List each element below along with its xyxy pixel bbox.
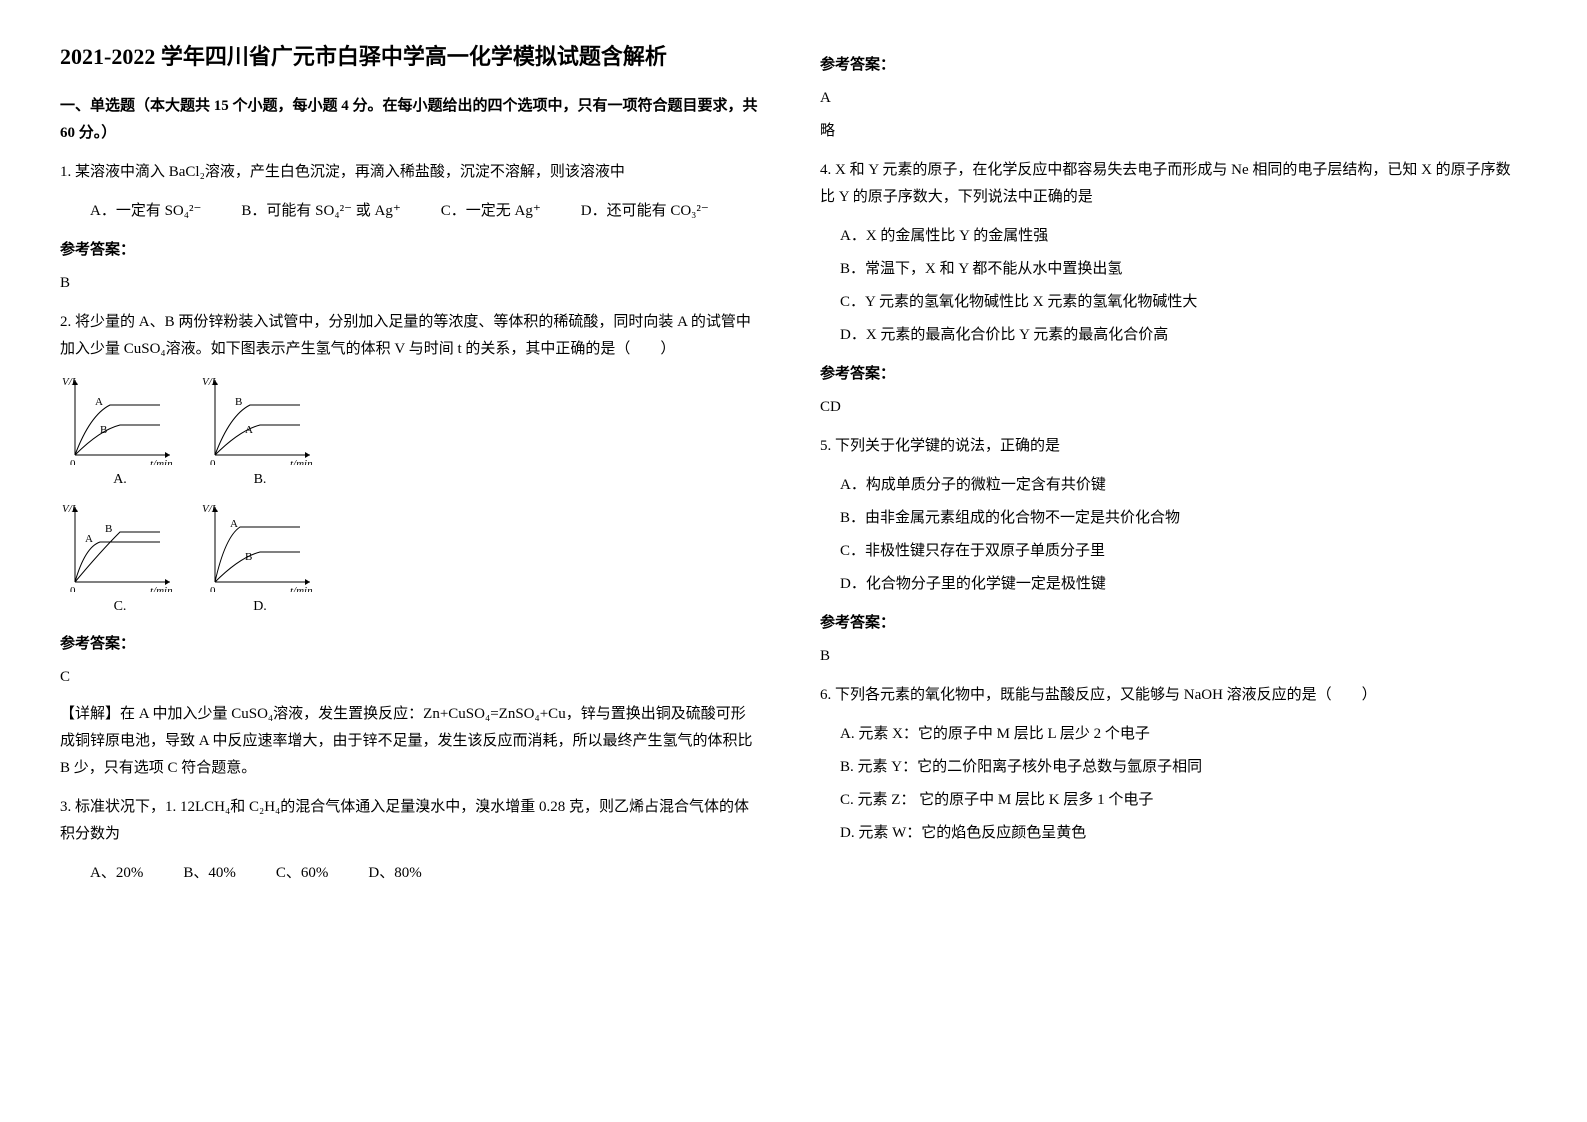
q1-option-d: D．还可能有 CO₃²⁻ [581, 198, 709, 225]
q6-option-b: B. 元素 Y：它的二价阳离子核外电子总数与氩原子相同 [840, 754, 1520, 781]
graph-b: V/L t/min 0 B A B. [200, 375, 320, 492]
svg-text:A: A [85, 533, 93, 545]
svg-text:t/min: t/min [290, 585, 313, 592]
svg-text:A: A [230, 518, 238, 530]
q2-explanation: 【详解】在 A 中加入少量 CuSO₄溶液，发生置换反应：Zn+CuSO₄=Zn… [60, 701, 760, 782]
svg-text:t/min: t/min [150, 458, 173, 465]
q6-option-a: A. 元素 X：它的原子中 M 层比 L 层少 2 个电子 [840, 721, 1520, 748]
q6-option-d: D. 元素 W：它的焰色反应颜色呈黄色 [840, 820, 1520, 847]
graph-c-svg: V/L t/min 0 A B [60, 502, 180, 592]
svg-text:V/L: V/L [202, 376, 218, 388]
q5-option-c: C．非极性键只存在于双原子单质分子里 [840, 538, 1520, 565]
svg-text:0: 0 [210, 585, 216, 592]
q1-options: A．一定有 SO₄²⁻ B．可能有 SO₄²⁻ 或 Ag⁺ C．一定无 Ag⁺ … [90, 198, 760, 225]
svg-text:A: A [95, 396, 103, 408]
svg-text:V/L: V/L [202, 503, 218, 515]
q4-option-c: C．Y 元素的氢氧化物碱性比 X 元素的氢氧化物碱性大 [840, 289, 1520, 316]
q4-option-a: A．X 的金属性比 Y 的金属性强 [840, 223, 1520, 250]
q1-option-b: B．可能有 SO₄²⁻ 或 Ag⁺ [241, 198, 400, 225]
graph-d-label: D. [253, 594, 267, 619]
graph-c-label: C. [114, 594, 127, 619]
q5-option-b: B．由非金属元素组成的化合物不一定是共价化合物 [840, 505, 1520, 532]
q5-answer: B [820, 643, 1520, 670]
q1-option-a: A．一定有 SO₄²⁻ [90, 198, 201, 225]
q1-option-c: C．一定无 Ag⁺ [441, 198, 541, 225]
graph-d: V/L t/min 0 A B D. [200, 502, 320, 619]
graph-a-label: A. [113, 467, 127, 492]
svg-text:B: B [245, 551, 252, 563]
left-column: 2021-2022 学年四川省广元市白驿中学高一化学模拟试题含解析 一、单选题（… [60, 40, 760, 897]
graph-c: V/L t/min 0 A B C. [60, 502, 180, 619]
q3-option-d: D、80% [368, 860, 421, 887]
svg-text:B: B [235, 396, 242, 408]
q4-option-b: B．常温下，X 和 Y 都不能从水中置换出氢 [840, 256, 1520, 283]
q1-answer: B [60, 270, 760, 297]
question-3: 3. 标准状况下，1. 12LCH₄和 C₂H₄的混合气体通入足量溴水中，溴水增… [60, 794, 760, 848]
q2-graphs-ab: V/L t/min 0 A B A. V/L t/min [60, 375, 760, 492]
svg-text:B: B [100, 424, 107, 436]
right-column: 参考答案： A 略 4. X 和 Y 元素的原子，在化学反应中都容易失去电子而形… [820, 40, 1520, 897]
q3-answer: A [820, 85, 1520, 112]
question-6: 6. 下列各元素的氧化物中，既能与盐酸反应，又能够与 NaOH 溶液反应的是（ … [820, 682, 1520, 709]
svg-text:A: A [245, 424, 253, 436]
q2-answer: C [60, 664, 760, 691]
q2-graphs-cd: V/L t/min 0 A B C. V/L t/min [60, 502, 760, 619]
svg-text:0: 0 [210, 458, 216, 465]
graph-a: V/L t/min 0 A B A. [60, 375, 180, 492]
q5-option-d: D．化合物分子里的化学键一定是极性键 [840, 571, 1520, 598]
q4-answer-header: 参考答案： [820, 361, 1520, 388]
q3-note: 略 [820, 118, 1520, 145]
section-header: 一、单选题（本大题共 15 个小题，每小题 4 分。在每小题给出的四个选项中，只… [60, 93, 760, 147]
svg-text:0: 0 [70, 458, 76, 465]
graph-b-label: B. [254, 467, 267, 492]
graph-a-svg: V/L t/min 0 A B [60, 375, 180, 465]
svg-text:t/min: t/min [290, 458, 313, 465]
svg-text:V/L: V/L [62, 376, 78, 388]
q2-answer-header: 参考答案： [60, 631, 760, 658]
q3-option-a: A、20% [90, 860, 143, 887]
document-title: 2021-2022 学年四川省广元市白驿中学高一化学模拟试题含解析 [60, 40, 760, 73]
svg-text:0: 0 [70, 585, 76, 592]
q1-answer-header: 参考答案： [60, 237, 760, 264]
q5-answer-header: 参考答案： [820, 610, 1520, 637]
question-1: 1. 某溶液中滴入 BaCl₂溶液，产生白色沉淀，再滴入稀盐酸，沉淀不溶解，则该… [60, 159, 760, 186]
q3-options: A、20% B、40% C、60% D、80% [90, 860, 760, 887]
q3-answer-header: 参考答案： [820, 52, 1520, 79]
graph-b-svg: V/L t/min 0 B A [200, 375, 320, 465]
question-4: 4. X 和 Y 元素的原子，在化学反应中都容易失去电子而形成与 Ne 相同的电… [820, 157, 1520, 211]
svg-text:t/min: t/min [150, 585, 173, 592]
question-2: 2. 将少量的 A、B 两份锌粉装入试管中，分别加入足量的等浓度、等体积的稀硫酸… [60, 309, 760, 363]
q4-option-d: D．X 元素的最高化合价比 Y 元素的最高化合价高 [840, 322, 1520, 349]
q3-option-b: B、40% [183, 860, 236, 887]
question-5: 5. 下列关于化学键的说法，正确的是 [820, 433, 1520, 460]
q3-option-c: C、60% [276, 860, 329, 887]
svg-text:V/L: V/L [62, 503, 78, 515]
q6-option-c: C. 元素 Z： 它的原子中 M 层比 K 层多 1 个电子 [840, 787, 1520, 814]
q4-answer: CD [820, 394, 1520, 421]
svg-text:B: B [105, 523, 112, 535]
q5-option-a: A．构成单质分子的微粒一定含有共价键 [840, 472, 1520, 499]
graph-d-svg: V/L t/min 0 A B [200, 502, 320, 592]
